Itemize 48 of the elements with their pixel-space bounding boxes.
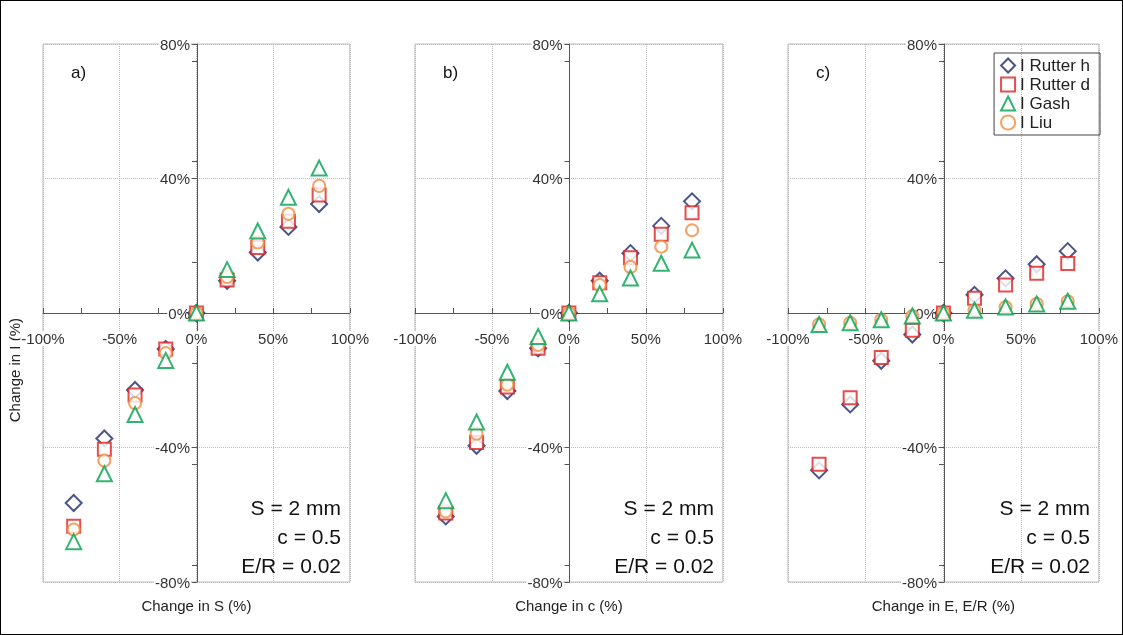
annotation: c = 0.5 [277,525,342,548]
x-tick-label: 100% [330,330,370,347]
x-tick-label: 0% [185,330,208,347]
annotation: E/R = 0.02 [241,554,341,577]
y-tick-label: 40% [159,170,190,187]
text: c) [816,63,831,82]
legend-label: I Rutter h [1020,56,1090,75]
y-axis-title: Change in I (%) [6,318,23,423]
legend-label: I Gash [1020,94,1071,113]
annotation: S = 2 mm [623,496,715,519]
annotation: E/R = 0.02 [990,554,1090,577]
x-tick-label: -50% [474,330,510,347]
y-tick-label: 0% [540,304,563,322]
x-tick-label: 50% [1006,330,1037,347]
x-tick-label: 50% [258,330,289,347]
x-tick-label: 0% [932,330,955,347]
y-tick-label: -80% [527,573,563,591]
x-axis-title: Change in S (%) [141,597,252,614]
y-tick-label: -40% [901,439,937,456]
y-tick-label: -80% [901,573,937,591]
y-tick-label: 40% [532,170,563,187]
y-tick-label: -40% [154,439,190,456]
x-tick-label: -100% [21,330,65,347]
x-axis-title: Change in c (%) [515,597,623,614]
x-tick-label: 0% [558,330,580,347]
y-tick-label: 40% [906,170,937,187]
legend-label: I Liu [1020,113,1053,132]
x-tick-label: -50% [848,330,884,347]
x-tick-label: -100% [766,330,810,347]
y-tick-label: 80% [159,35,190,53]
y-tick-label: -40% [527,439,563,456]
x-axis-title: Change in E, E/R (%) [871,597,1016,614]
x-tick-label: 100% [1079,330,1119,347]
annotation: c = 0.5 [650,525,715,548]
x-tick-label: -50% [102,330,138,347]
legend-label: I Rutter d [1020,75,1090,94]
text: a) [71,63,87,82]
y-tick-label: 80% [906,35,937,53]
x-tick-label: 100% [703,330,743,347]
y-tick-label: -80% [154,573,190,591]
x-tick-label: -100% [393,330,437,347]
text: b) [443,63,459,82]
x-tick-label: 50% [630,330,661,347]
annotation: S = 2 mm [250,496,342,519]
annotation: c = 0.5 [1026,525,1091,548]
annotation: E/R = 0.02 [614,554,714,577]
annotation: S = 2 mm [999,496,1091,519]
y-tick-label: 80% [532,35,563,53]
